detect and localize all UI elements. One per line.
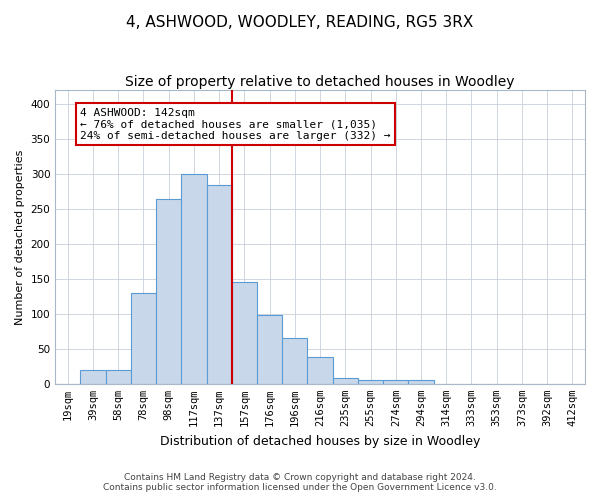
Bar	[409, 380, 434, 384]
Bar	[282, 338, 307, 384]
Bar	[156, 198, 181, 384]
Bar	[206, 184, 232, 384]
Bar	[80, 370, 106, 384]
Text: Contains HM Land Registry data © Crown copyright and database right 2024.
Contai: Contains HM Land Registry data © Crown c…	[103, 473, 497, 492]
X-axis label: Distribution of detached houses by size in Woodley: Distribution of detached houses by size …	[160, 434, 480, 448]
Text: 4 ASHWOOD: 142sqm
← 76% of detached houses are smaller (1,035)
24% of semi-detac: 4 ASHWOOD: 142sqm ← 76% of detached hous…	[80, 108, 391, 141]
Bar	[106, 370, 131, 384]
Bar	[307, 357, 332, 384]
Title: Size of property relative to detached houses in Woodley: Size of property relative to detached ho…	[125, 75, 515, 89]
Bar	[383, 380, 409, 384]
Bar	[257, 316, 282, 384]
Bar	[131, 293, 156, 384]
Bar	[358, 380, 383, 384]
Text: 4, ASHWOOD, WOODLEY, READING, RG5 3RX: 4, ASHWOOD, WOODLEY, READING, RG5 3RX	[127, 15, 473, 30]
Bar	[232, 282, 257, 384]
Y-axis label: Number of detached properties: Number of detached properties	[15, 150, 25, 324]
Bar	[181, 174, 206, 384]
Bar	[332, 378, 358, 384]
